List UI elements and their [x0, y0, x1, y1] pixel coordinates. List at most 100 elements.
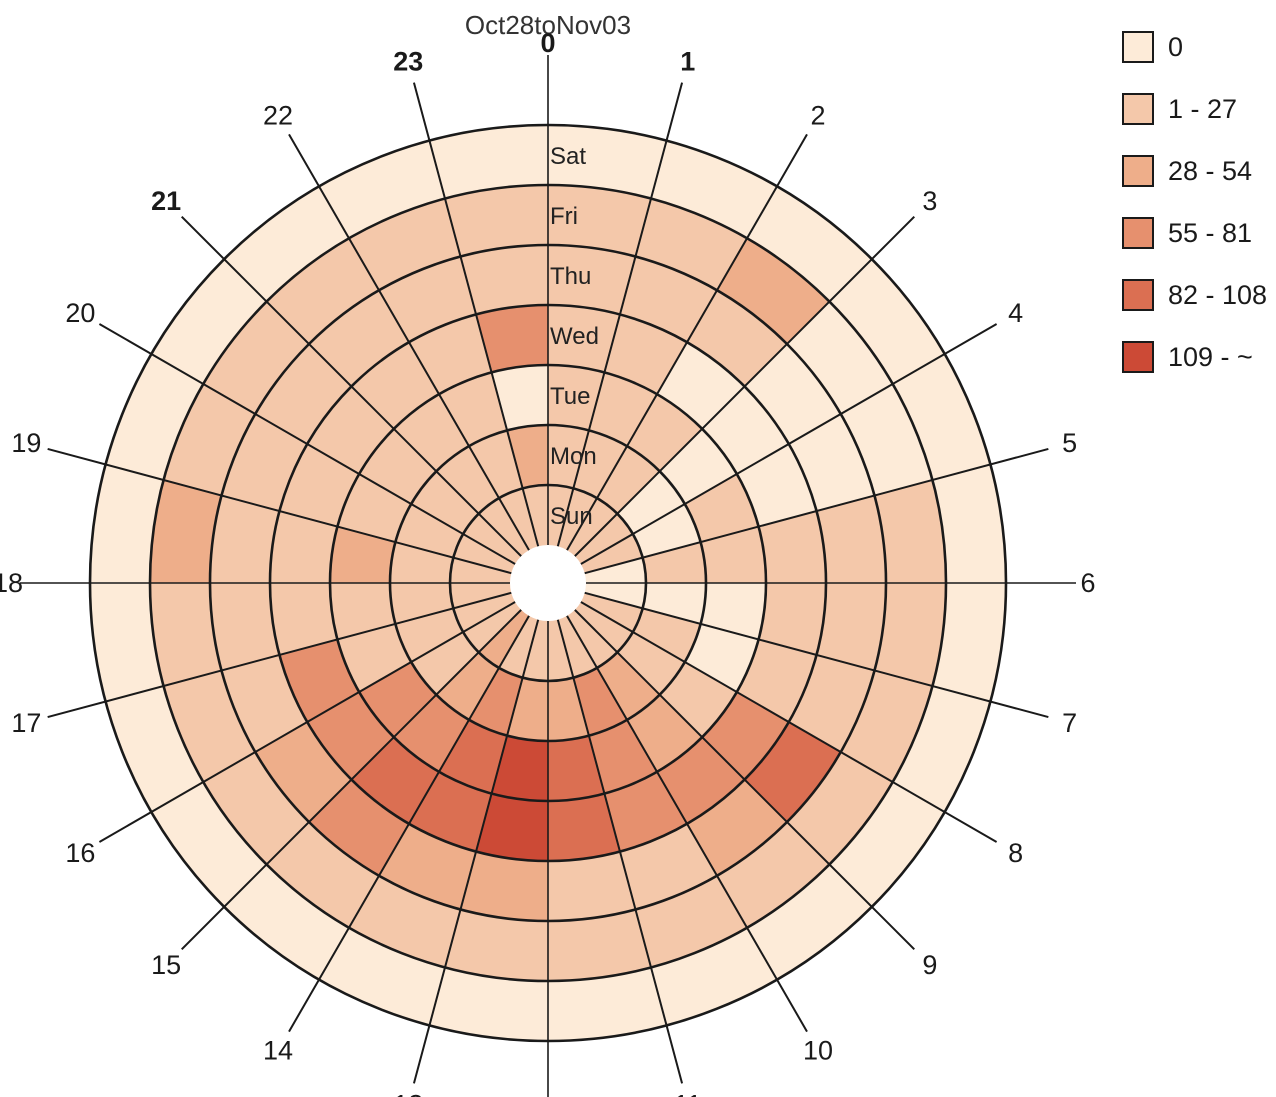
cell-fri-h0	[548, 185, 652, 257]
cell-mon-h3	[617, 471, 685, 534]
cell-fri-h8	[787, 752, 893, 865]
cell-thu-h12	[460, 851, 548, 921]
cell-fri-h19	[163, 384, 256, 496]
legend: 0 1 - 27 28 - 54 55 - 81 82 - 108 109 - ~	[1122, 31, 1267, 373]
cell-mon-h8	[617, 632, 685, 695]
cell-thu-h2	[687, 290, 788, 387]
center-hole	[512, 547, 584, 619]
cell-sun-h6	[584, 583, 646, 609]
day-label-mon: Mon	[550, 443, 597, 470]
spoke-hour-23	[412, 82, 540, 547]
cell-sat-h1	[651, 140, 777, 239]
cell-mon-h9	[597, 652, 660, 720]
cell-thu-h0	[548, 245, 636, 315]
legend-label-5: 109 - ~	[1168, 342, 1253, 372]
cell-fri-h14	[266, 822, 379, 928]
spoke-hour-1	[556, 82, 684, 547]
cell-wed-h1	[604, 314, 687, 395]
cell-sun-h3	[574, 513, 633, 564]
cell-mon-h17	[390, 583, 454, 624]
cell-wed-h7	[736, 639, 817, 722]
hour-label-6: 6	[1080, 568, 1095, 598]
spoke-hour-9	[574, 609, 915, 950]
cell-tue-h11	[548, 735, 605, 801]
cell-wed-h6	[758, 583, 826, 655]
legend-swatch-4	[1122, 279, 1154, 311]
day-label-wed: Wed	[550, 323, 599, 350]
chart-title: Oct28toNov03	[465, 10, 631, 40]
cell-fri-h23	[444, 185, 548, 257]
cell-sun-h8	[574, 602, 633, 653]
cell-fri-h13	[349, 875, 461, 968]
cell-fri-h18	[150, 479, 222, 583]
spoke-hour-11	[556, 619, 684, 1084]
hour-label-14: 14	[263, 1036, 293, 1066]
cell-thu-h15	[255, 722, 352, 823]
cell-tue-h23	[491, 365, 548, 431]
cell-wed-h12	[476, 793, 548, 861]
cell-sun-h9	[567, 609, 618, 668]
cell-thu-h3	[744, 343, 841, 444]
day-label-thu: Thu	[550, 263, 591, 290]
cell-sat-h6	[932, 583, 1006, 702]
spoke-hour-20	[98, 323, 516, 565]
hour-labels: 01234567891011121314151617181920212223	[0, 28, 1096, 1097]
cell-mon-h10	[573, 667, 627, 736]
hour-label-19: 19	[11, 428, 41, 458]
cell-wed-h0	[548, 305, 620, 373]
hour-label-1: 1	[680, 46, 695, 76]
cell-mon-h0	[548, 425, 589, 489]
hour-label-17: 17	[11, 708, 41, 738]
cell-tue-h0	[548, 365, 605, 431]
spoke-hour-3	[574, 216, 915, 557]
cell-mon-h18	[390, 542, 454, 583]
day-label-sat: Sat	[550, 143, 586, 170]
cell-mon-h6	[642, 583, 706, 624]
cell-mon-h12	[507, 677, 548, 741]
cell-mon-h7	[632, 608, 701, 662]
cell-mon-h23	[507, 425, 548, 489]
cell-tue-h18	[330, 526, 396, 583]
hour-label-8: 8	[1008, 838, 1023, 868]
cell-mon-h16	[395, 608, 464, 662]
cell-sun-h5	[584, 557, 646, 583]
cell-fri-h7	[840, 670, 933, 782]
cell-fri-h5	[874, 479, 946, 583]
cell-sun-h2	[567, 498, 618, 557]
spoke-hour-13	[412, 619, 540, 1084]
cell-wed-h13	[409, 771, 492, 852]
legend-swatch-5	[1122, 341, 1154, 373]
cell-fri-h21	[266, 238, 379, 344]
hour-label-5: 5	[1062, 428, 1077, 458]
cell-sun-h0	[548, 485, 574, 547]
hour-label-9: 9	[922, 950, 937, 980]
cell-fri-h2	[717, 238, 830, 344]
spoke-hour-7	[584, 591, 1049, 719]
hour-label-4: 4	[1008, 298, 1023, 328]
hour-label-2: 2	[810, 100, 825, 130]
cell-sun-h19	[453, 534, 516, 574]
cell-wed-h22	[409, 314, 492, 395]
spoke-hour-8	[580, 601, 998, 843]
cell-sun-h23	[522, 485, 548, 547]
cell-wed-h23	[476, 305, 548, 373]
cell-wed-h17	[270, 583, 338, 655]
cell-sun-h14	[478, 609, 529, 668]
cell-thu-h14	[308, 779, 409, 876]
cell-sun-h15	[463, 602, 522, 653]
cell-thu-h8	[744, 722, 841, 823]
cell-sun-h12	[522, 619, 548, 681]
hour-label-23: 23	[393, 46, 423, 76]
cell-sat-h9	[747, 864, 872, 980]
spoke-hour-10	[566, 615, 808, 1033]
hour-label-13: 13	[393, 1090, 423, 1097]
cell-sat-h19	[105, 354, 204, 480]
cell-fri-h12	[444, 909, 548, 981]
hour-label-10: 10	[803, 1036, 833, 1066]
cell-wed-h19	[279, 444, 360, 527]
cell-sat-h15	[151, 782, 267, 907]
legend-label-1: 1 - 27	[1168, 94, 1237, 124]
legend-label-3: 55 - 81	[1168, 218, 1252, 248]
cell-fri-h15	[203, 752, 309, 865]
cell-sun-h22	[499, 488, 539, 551]
